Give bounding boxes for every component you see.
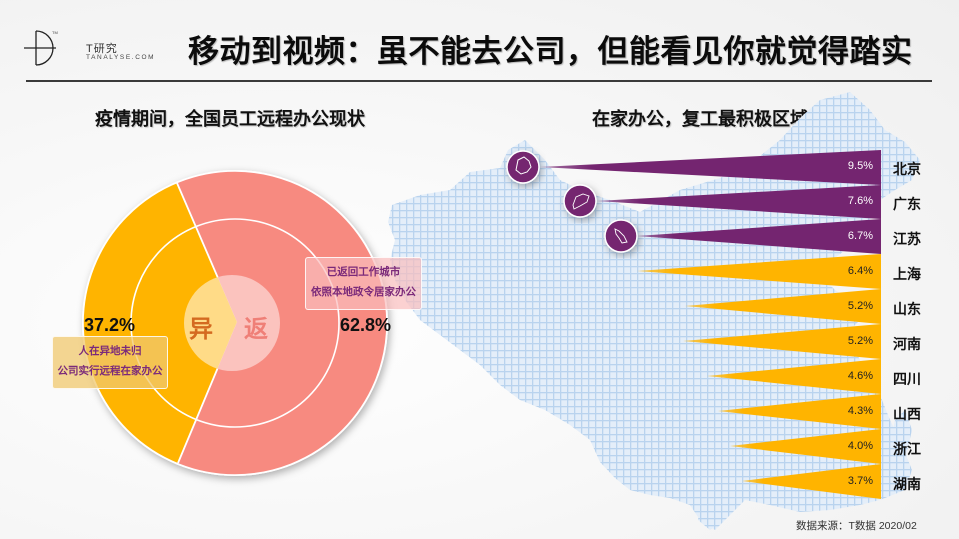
callout-yi-line1: 人在异地未归 — [78, 345, 142, 357]
callout-fan-line1: 已返回工作城市 — [326, 266, 401, 278]
page-title: 移动到视频：虽不能去公司，但能看见你就觉得踏实 — [188, 34, 913, 69]
bar-label: 山东 — [893, 301, 921, 317]
logo-name-cn: T研究 — [86, 43, 118, 55]
pie-center-label-fan: 返 — [244, 316, 268, 343]
left-section-title: 疫情期间，全国员工远程办公现状 — [95, 109, 365, 129]
bar-value: 4.6% — [847, 370, 873, 382]
bar-value: 4.3% — [847, 405, 873, 417]
pie-center-label-yi: 异 — [189, 316, 213, 343]
bar-label: 山西 — [893, 406, 921, 422]
right-section-title: 在家办公，复工最积极区域 — [592, 109, 808, 129]
pie-value-yi: 37.2% — [84, 315, 136, 335]
bar-label: 江苏 — [893, 231, 921, 247]
bar-value: 5.2% — [847, 300, 873, 312]
guangdong-outline-icon — [563, 184, 597, 218]
pie-chart — [82, 170, 388, 476]
region-bars — [540, 150, 881, 499]
bar-label: 北京 — [893, 161, 921, 177]
bar-label: 湖南 — [893, 476, 921, 492]
bar-value: 7.6% — [847, 195, 873, 207]
jiangsu-outline-icon — [604, 219, 638, 253]
svg-text:TM: TM — [52, 30, 58, 35]
bar-value: 6.4% — [847, 265, 873, 277]
bar-value: 9.5% — [847, 160, 873, 172]
callout-fan-line2: 依照本地政令居家办公 — [311, 286, 416, 298]
bar-label: 河南 — [893, 336, 921, 352]
callout-fan: 已返回工作城市 依照本地政令居家办公 — [305, 257, 422, 310]
logo-name-en: TANALYSE.COM — [86, 54, 156, 61]
pie-value-fan: 62.8% — [340, 315, 392, 335]
bar-value: 4.0% — [847, 440, 873, 452]
bar-label: 四川 — [893, 371, 921, 387]
callout-yi: 人在异地未归 公司实行远程在家办公 — [52, 336, 168, 389]
bar-label: 上海 — [893, 266, 921, 282]
title-divider — [26, 80, 932, 82]
bar-value: 5.2% — [847, 335, 873, 347]
bar-value: 6.7% — [847, 230, 873, 242]
brand-logo: TM T研究 TANALYSE.COM — [22, 28, 154, 68]
callout-yi-line2: 公司实行远程在家办公 — [57, 365, 163, 377]
bar-label: 广东 — [893, 196, 921, 212]
bar-label: 浙江 — [893, 441, 921, 457]
data-source-note: 数据来源：T数据 2020/02 — [796, 520, 917, 532]
t-logo-icon: TM — [24, 30, 58, 66]
beijing-outline-icon — [506, 150, 540, 184]
bar-value: 3.7% — [847, 475, 873, 487]
